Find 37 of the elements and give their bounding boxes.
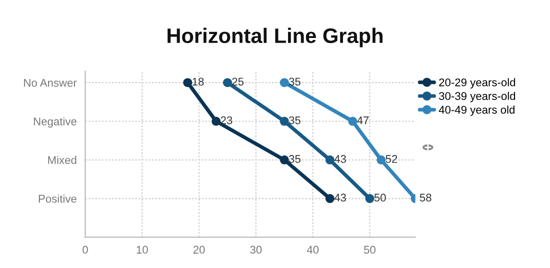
x-tick-label: 10 xyxy=(136,246,148,254)
data-label: 35 xyxy=(288,155,300,163)
point xyxy=(280,78,289,88)
point xyxy=(222,78,232,88)
point xyxy=(365,194,374,204)
point xyxy=(376,155,386,164)
y-tick-label: No Answer xyxy=(24,78,77,87)
data-label: 35 xyxy=(288,78,300,86)
data-label: 43 xyxy=(334,194,346,202)
data-label: 18 xyxy=(192,78,204,86)
y-tick-label: Mixed xyxy=(48,156,76,164)
legend-label: 40-49 years old xyxy=(438,106,514,116)
point xyxy=(325,194,334,204)
point xyxy=(280,155,289,164)
x-tick-label: 0 xyxy=(82,246,88,254)
chart-title: Horizontal Line Graph xyxy=(168,28,383,48)
legend-label: 30-39 years-old xyxy=(439,92,516,102)
data-label: 50 xyxy=(374,194,386,202)
point xyxy=(212,116,221,126)
data-label: 47 xyxy=(357,116,369,124)
y-tick-label: Positive xyxy=(38,194,76,203)
point xyxy=(280,116,289,126)
point xyxy=(348,116,358,126)
y-tick-label: Negative xyxy=(34,117,76,128)
x-tick-label: 50 xyxy=(364,246,376,254)
data-label: 58 xyxy=(420,194,432,202)
data-label: 35 xyxy=(288,116,300,124)
point xyxy=(325,155,334,164)
data-label: 52 xyxy=(386,155,398,163)
point xyxy=(183,78,192,88)
data-label: 23 xyxy=(220,116,232,124)
x-tick-label: 40 xyxy=(306,246,319,254)
data-label: 43 xyxy=(334,155,346,163)
x-tick-label: 30 xyxy=(250,246,262,254)
legend-label: 20-29 years-old xyxy=(439,78,516,88)
x-tick-label: 20 xyxy=(193,246,205,254)
data-label: 25 xyxy=(232,78,244,86)
